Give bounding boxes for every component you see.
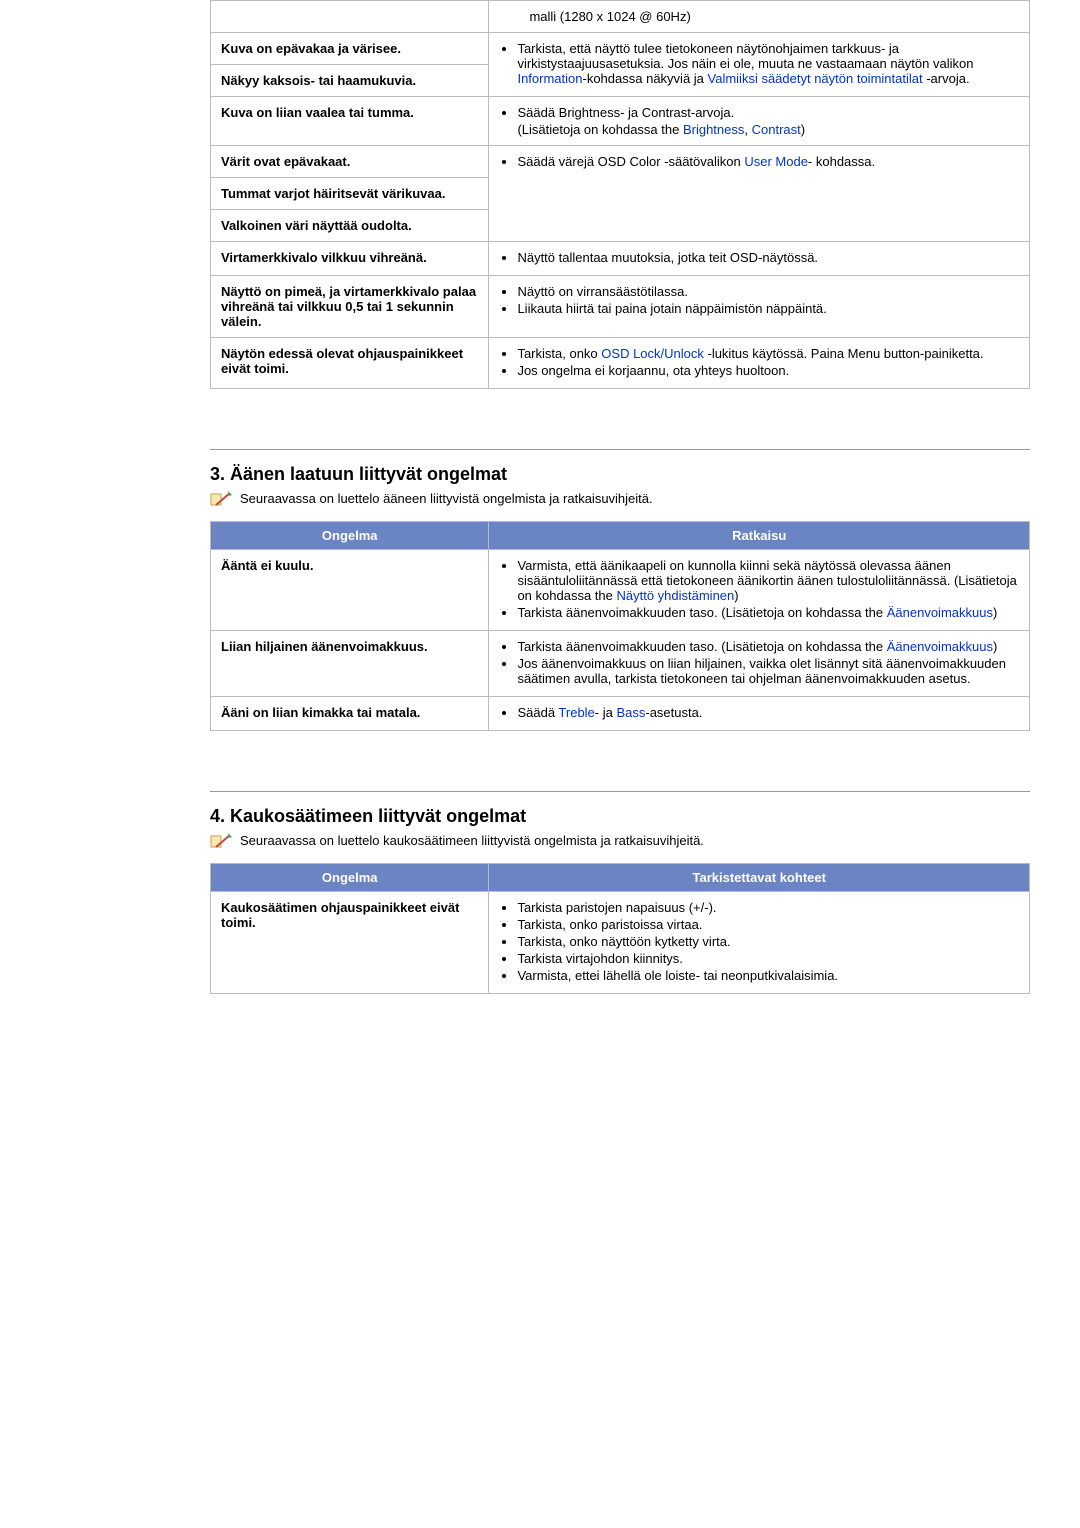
doc-link[interactable]: OSD Lock/Unlock — [601, 346, 704, 361]
problem-cell: Värit ovat epävakaat. — [211, 146, 489, 178]
section-audio-intro: Seuraavassa on luettelo ääneen liittyvis… — [240, 491, 653, 506]
doc-link[interactable]: Äänenvoimakkuus — [887, 639, 993, 654]
troubleshoot-table-audio: Ongelma Ratkaisu Ääntä ei kuulu. Varmista… — [210, 521, 1030, 731]
doc-link[interactable]: Äänenvoimakkuus — [887, 605, 993, 620]
solution-item: Näyttö on virransäästötilassa. — [517, 284, 1019, 299]
problem-cell: Ääni on liian kimakka tai matala. — [211, 697, 489, 731]
solution-cell: Näyttö on virransäästötilassa. Liikauta h… — [489, 276, 1030, 338]
solution-item: Tarkista, onko näyttöön kytketty virta. — [517, 934, 1019, 949]
table-header-solution: Tarkistettavat kohteet — [489, 864, 1030, 892]
solution-item: Jos ongelma ei korjaannu, ota yhteys huo… — [517, 363, 1019, 378]
doc-link[interactable]: Information — [517, 71, 582, 86]
table-row: Näytön edessä olevat ohjauspainikkeet ei… — [211, 338, 1030, 389]
solution-item: Jos äänenvoimakkuus on liian hiljainen, … — [517, 656, 1019, 686]
table-header-problem: Ongelma — [211, 864, 489, 892]
solution-item: Säädä värejä OSD Color -säätövalikon Use… — [517, 154, 1019, 169]
problem-cell: Näkyy kaksois- tai haamukuvia. — [211, 65, 489, 97]
solution-cell: Tarkista äänenvoimakkuuden taso. (Lisäti… — [489, 631, 1030, 697]
table-row: Virtamerkkivalo vilkkuu vihreänä. Näyttö … — [211, 242, 1030, 276]
doc-link[interactable]: Näyttö yhdistäminen — [616, 588, 734, 603]
table-row: Liian hiljainen äänenvoimakkuus. Tarkista… — [211, 631, 1030, 697]
section-remote: 4. Kaukosäätimeen liittyvät ongelmat Seu… — [210, 791, 1030, 849]
problem-cell: Valkoinen väri näyttää oudolta. — [211, 210, 489, 242]
doc-link[interactable]: User Mode — [744, 154, 808, 169]
doc-link[interactable]: Brightness — [683, 122, 744, 137]
solution-item: Tarkista paristojen napaisuus (+/-). — [517, 900, 1019, 915]
table-row: Värit ovat epävakaat. Säädä värejä OSD Co… — [211, 146, 1030, 178]
troubleshoot-table-remote: Ongelma Tarkistettavat kohteet Kaukosäät… — [210, 863, 1030, 994]
solution-cell: Tarkista, että näyttö tulee tietokoneen … — [489, 33, 1030, 97]
solution-cell: Säädä Brightness- ja Contrast-arvoja.(Li… — [489, 97, 1030, 146]
solution-cell: Säädä Treble- ja Bass-asetusta. — [489, 697, 1030, 731]
solution-item: Tarkista, että näyttö tulee tietokoneen … — [517, 41, 1019, 86]
solution-item: Säädä Treble- ja Bass-asetusta. — [517, 705, 1019, 720]
solution-item: Liikauta hiirtä tai paina jotain näppäim… — [517, 301, 1019, 316]
solution-cell: Näyttö tallentaa muutoksia, jotka teit O… — [489, 242, 1030, 276]
solution-item: Tarkista, onko OSD Lock/Unlock -lukitus … — [517, 346, 1019, 361]
problem-cell: Virtamerkkivalo vilkkuu vihreänä. — [211, 242, 489, 276]
solution-item: Varmista, ettei lähellä ole loiste- tai … — [517, 968, 1019, 983]
problem-cell — [211, 1, 489, 33]
problem-cell: Kuva on liian vaalea tai tumma. — [211, 97, 489, 146]
table-row: Ääntä ei kuulu. Varmista, että äänikaapel… — [211, 550, 1030, 631]
solution-cell: Varmista, että äänikaapeli on kunnolla k… — [489, 550, 1030, 631]
section-audio: 3. Äänen laatuun liittyvät ongelmat Seur… — [210, 449, 1030, 507]
solution-item: Varmista, että äänikaapeli on kunnolla k… — [517, 558, 1019, 603]
solution-item: Tarkista äänenvoimakkuuden taso. (Lisäti… — [517, 639, 1019, 654]
section-remote-title: 4. Kaukosäätimeen liittyvät ongelmat — [210, 791, 1030, 827]
table-header-problem: Ongelma — [211, 522, 489, 550]
table-row: Kuva on epävakaa ja värisee.Tarkista, et… — [211, 33, 1030, 65]
table-header-solution: Ratkaisu — [489, 522, 1030, 550]
section-audio-title: 3. Äänen laatuun liittyvät ongelmat — [210, 449, 1030, 485]
section-remote-intro: Seuraavassa on luettelo kaukosäätimeen l… — [240, 833, 704, 848]
doc-link[interactable]: Treble — [558, 705, 594, 720]
solution-cell: Säädä värejä OSD Color -säätövalikon Use… — [489, 146, 1030, 242]
problem-cell: Tummat varjot häiritsevät värikuvaa. — [211, 178, 489, 210]
solution-item: Näyttö tallentaa muutoksia, jotka teit O… — [517, 250, 1019, 265]
doc-link[interactable]: Valmiiksi säädetyt näytön toimintatilat — [708, 71, 923, 86]
problem-cell: Kuva on epävakaa ja värisee. — [211, 33, 489, 65]
problem-cell: Ääntä ei kuulu. — [211, 550, 489, 631]
table-row: Kaukosäätimen ohjauspainikkeet eivät toi… — [211, 892, 1030, 994]
solution-cell: Tarkista, onko OSD Lock/Unlock -lukitus … — [489, 338, 1030, 389]
problem-cell: Näyttö on pimeä, ja virtamerkkivalo pala… — [211, 276, 489, 338]
table-row: malli (1280 x 1024 @ 60Hz) — [211, 1, 1030, 33]
note-icon — [210, 833, 232, 849]
table-row: Näyttö on pimeä, ja virtamerkkivalo pala… — [211, 276, 1030, 338]
problem-cell: Liian hiljainen äänenvoimakkuus. — [211, 631, 489, 697]
table-row: Kuva on liian vaalea tai tumma.Säädä Bri… — [211, 97, 1030, 146]
problem-cell: Näytön edessä olevat ohjauspainikkeet ei… — [211, 338, 489, 389]
problem-cell: Kaukosäätimen ohjauspainikkeet eivät toi… — [211, 892, 489, 994]
solution-cell: malli (1280 x 1024 @ 60Hz) — [489, 1, 1030, 33]
note-icon — [210, 491, 232, 507]
table-row: Ääni on liian kimakka tai matala. Säädä T… — [211, 697, 1030, 731]
solution-item: Tarkista äänenvoimakkuuden taso. (Lisäti… — [517, 605, 1019, 620]
doc-link[interactable]: Contrast — [752, 122, 801, 137]
troubleshoot-table-display: malli (1280 x 1024 @ 60Hz)Kuva on epävak… — [210, 0, 1030, 389]
doc-link[interactable]: Bass — [616, 705, 645, 720]
solution-cell: Tarkista paristojen napaisuus (+/-). Tark… — [489, 892, 1030, 994]
solution-item: Tarkista virtajohdon kiinnitys. — [517, 951, 1019, 966]
solution-item: Tarkista, onko paristoissa virtaa. — [517, 917, 1019, 932]
